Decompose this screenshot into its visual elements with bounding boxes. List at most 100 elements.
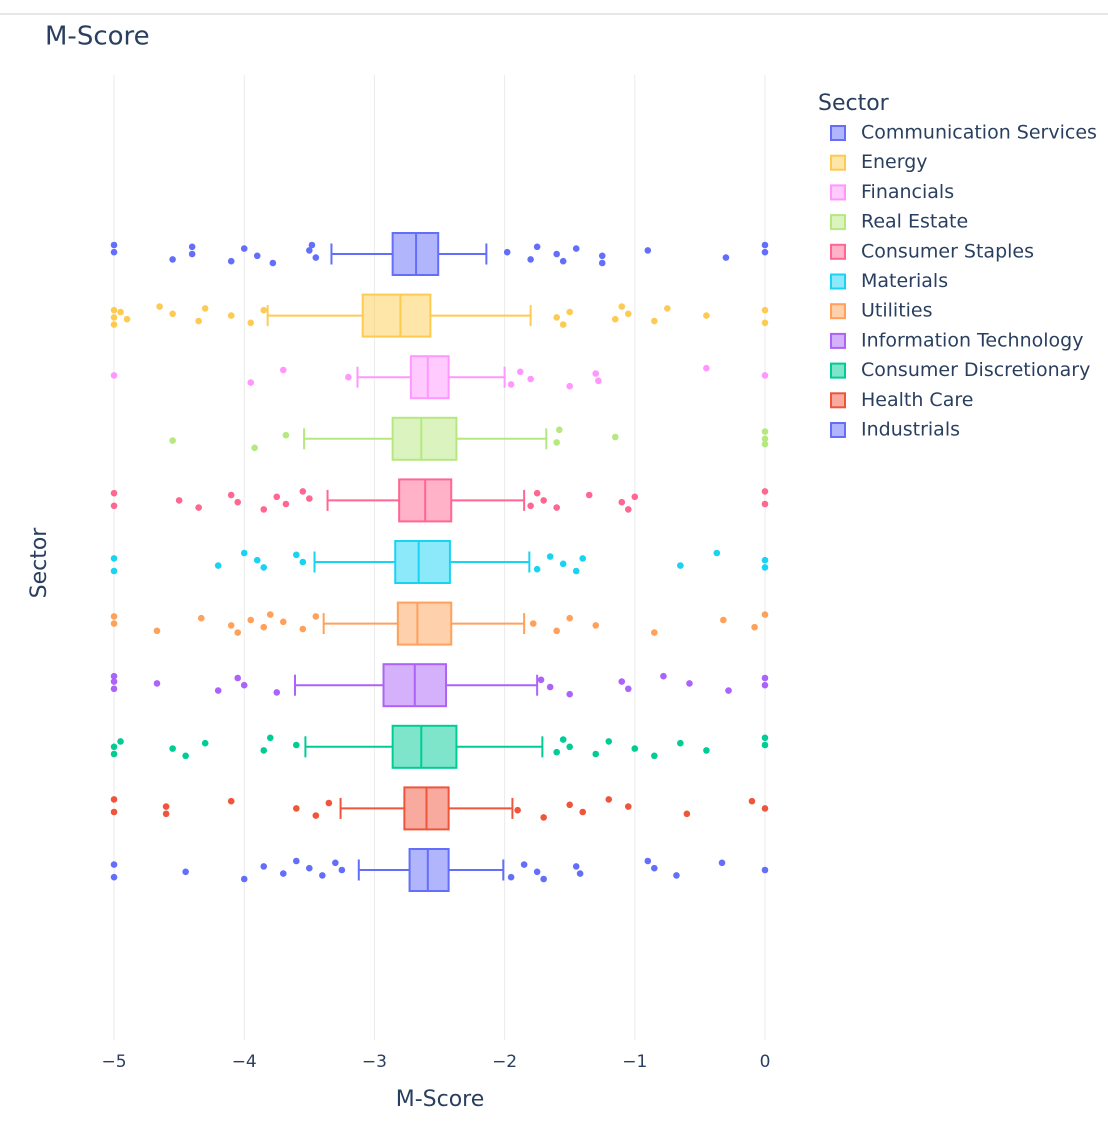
outlier — [592, 750, 600, 758]
outlier — [234, 498, 242, 506]
outlier — [312, 254, 320, 261]
outlier — [761, 440, 769, 448]
outlier — [279, 870, 287, 877]
legend-label: Information Technology — [861, 329, 1083, 351]
outlier — [546, 553, 554, 560]
outlier — [611, 315, 619, 323]
x-tick-label: −5 — [102, 1052, 127, 1072]
outlier — [553, 504, 560, 511]
outlier — [566, 690, 573, 698]
outlier — [592, 370, 600, 377]
outlier — [240, 875, 248, 883]
outlier — [110, 620, 118, 627]
outlier — [110, 502, 118, 510]
outlier — [644, 247, 652, 254]
outlier — [110, 241, 118, 249]
outlier — [553, 748, 560, 756]
outlier — [169, 745, 176, 752]
outlier — [266, 734, 274, 742]
outlier — [123, 315, 131, 323]
outlier — [761, 674, 769, 682]
outlier — [188, 243, 196, 251]
legend-label: Energy — [861, 151, 928, 173]
outlier — [651, 864, 658, 872]
outlier — [282, 431, 290, 439]
outlier — [516, 368, 524, 376]
x-tick-label: −3 — [362, 1052, 387, 1072]
outlier — [592, 622, 600, 629]
outlier — [595, 377, 602, 385]
outlier — [306, 247, 313, 254]
outlier — [631, 493, 639, 501]
outlier — [520, 861, 528, 868]
outlier — [722, 254, 730, 261]
outlier — [182, 752, 189, 760]
outlier — [156, 303, 163, 310]
outlier — [110, 861, 118, 868]
outlier — [651, 752, 658, 760]
outlier — [110, 555, 118, 562]
outlier — [507, 873, 515, 881]
outlier — [338, 866, 346, 874]
box — [409, 355, 450, 400]
outlier — [214, 687, 222, 694]
outlier — [162, 803, 170, 810]
box — [408, 848, 450, 892]
outlier — [260, 747, 268, 754]
outlier — [110, 743, 118, 751]
outlier — [677, 739, 684, 747]
outlier — [308, 241, 316, 249]
outlier — [117, 738, 124, 745]
outlier — [555, 426, 563, 434]
outlier — [559, 257, 567, 265]
outlier — [540, 497, 547, 504]
outlier — [761, 319, 769, 327]
outlier — [227, 491, 235, 499]
box — [391, 416, 458, 461]
outlier — [299, 625, 307, 633]
y-axis-title: Sector — [27, 527, 52, 599]
legend-swatch — [830, 184, 846, 201]
outlier — [572, 863, 580, 870]
outlier — [553, 250, 560, 258]
outlier — [527, 375, 534, 383]
legend-label: Health Care — [861, 389, 973, 411]
outlier — [761, 611, 769, 618]
outlier — [761, 241, 769, 249]
legend-swatch — [830, 362, 846, 379]
outlier — [279, 618, 287, 626]
box — [391, 724, 458, 769]
outlier — [686, 680, 693, 687]
outlier — [618, 678, 626, 685]
outlier — [234, 674, 242, 682]
outlier — [751, 623, 758, 631]
outlier — [110, 796, 118, 803]
outlier — [240, 681, 248, 689]
outlier — [533, 489, 541, 497]
legend-label: Consumer Discretionary — [861, 359, 1090, 381]
outlier — [540, 875, 547, 883]
outlier — [247, 319, 255, 327]
legend-swatch — [830, 332, 846, 349]
outlier — [169, 256, 176, 263]
outlier — [579, 555, 587, 562]
outlier — [651, 629, 658, 636]
outlier — [110, 808, 118, 816]
outlier — [631, 745, 639, 752]
outlier — [306, 864, 313, 872]
outlier — [273, 493, 281, 501]
outlier — [234, 629, 242, 636]
outlier — [703, 312, 710, 319]
legend-label: Industrials — [861, 419, 960, 441]
outlier — [332, 859, 339, 867]
outlier — [553, 627, 560, 635]
outlier — [214, 562, 222, 569]
outlier — [537, 676, 545, 684]
outlier — [553, 314, 560, 321]
outlier — [529, 620, 537, 627]
outlier — [514, 806, 521, 814]
outlier — [761, 435, 769, 443]
outlier — [761, 866, 769, 874]
legend-swatch — [830, 214, 846, 231]
outlier — [260, 623, 268, 631]
